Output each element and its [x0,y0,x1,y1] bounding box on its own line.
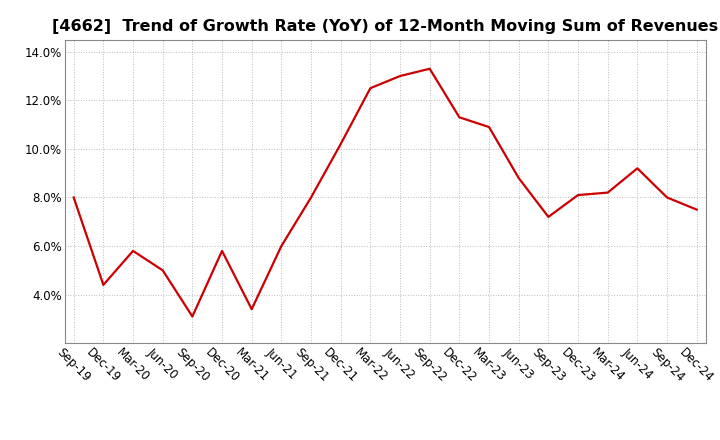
Title: [4662]  Trend of Growth Rate (YoY) of 12-Month Moving Sum of Revenues: [4662] Trend of Growth Rate (YoY) of 12-… [52,19,719,34]
